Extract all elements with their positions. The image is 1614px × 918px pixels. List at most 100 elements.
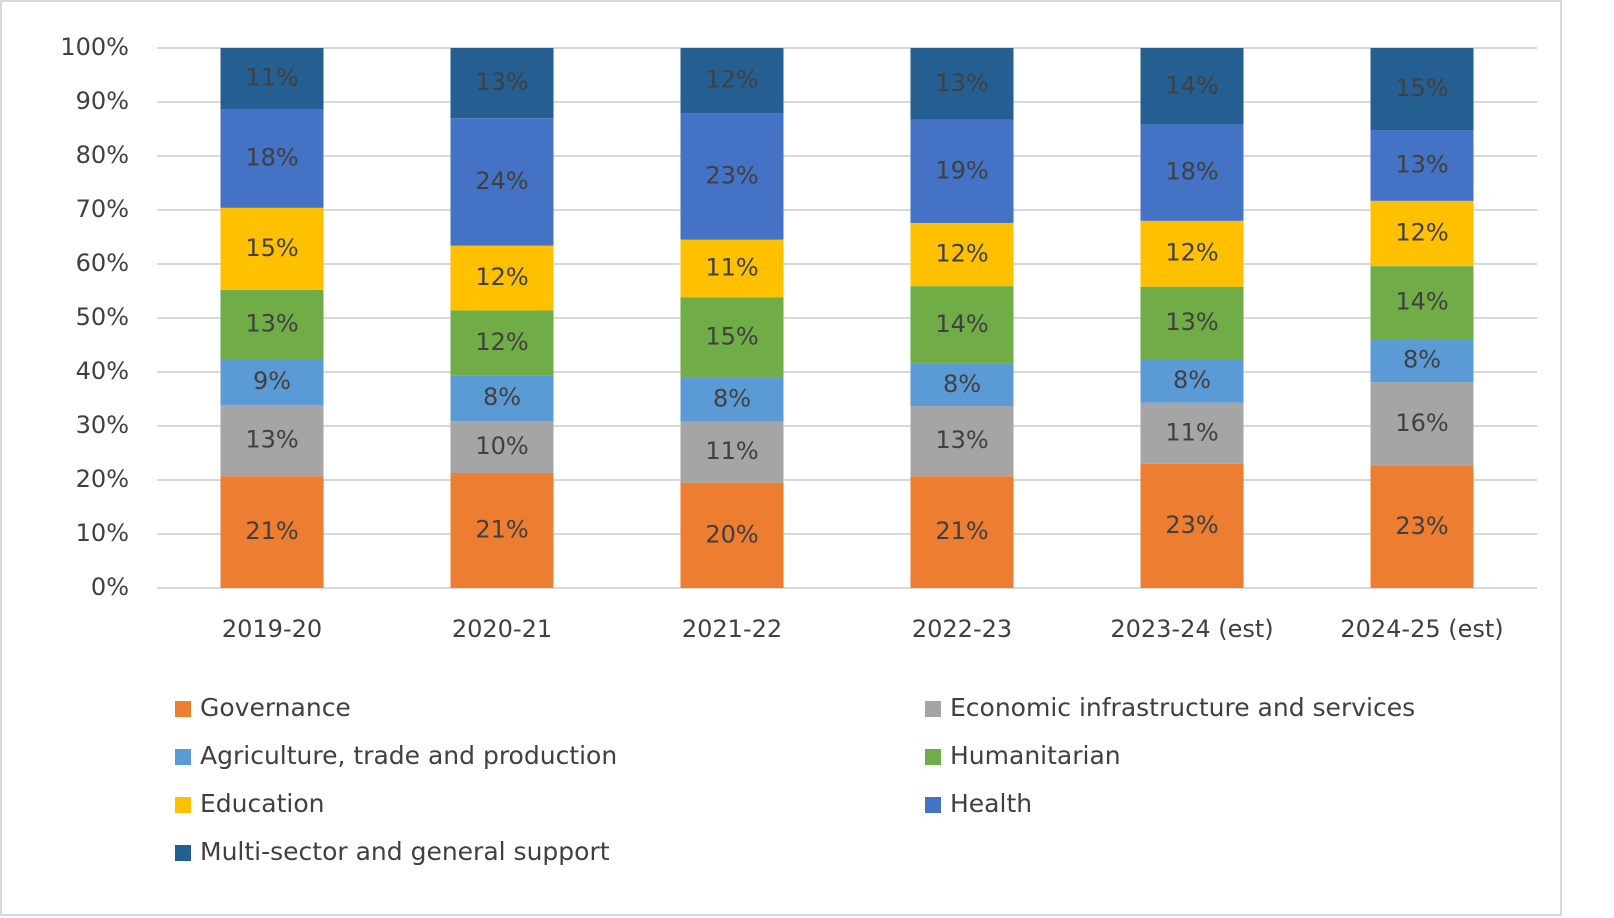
bar-segment — [220, 476, 324, 588]
data-label: 21% — [245, 517, 298, 545]
y-tick-label: 90% — [76, 87, 129, 115]
data-label: 23% — [1165, 511, 1218, 539]
legend-label: Education — [200, 789, 324, 818]
legend-label: Health — [950, 789, 1032, 818]
y-tick-label: 40% — [76, 357, 129, 385]
data-label: 11% — [705, 437, 758, 465]
x-tick-label: 2024-25 (est) — [1340, 615, 1503, 643]
bar-segment — [910, 286, 1014, 364]
data-label: 15% — [705, 322, 758, 350]
legend-swatch — [925, 797, 941, 813]
data-label: 8% — [943, 370, 981, 398]
bar-segment — [680, 297, 784, 378]
bar-segment — [450, 472, 554, 588]
bar-segment — [1370, 382, 1474, 466]
data-label: 21% — [475, 515, 528, 543]
x-tick-label: 2020-21 — [452, 615, 552, 643]
bar-segment — [1140, 402, 1244, 464]
data-label: 15% — [1395, 74, 1448, 102]
bar-segment — [450, 118, 554, 246]
data-label: 11% — [1165, 418, 1218, 446]
data-label: 12% — [705, 66, 758, 94]
data-label: 13% — [935, 426, 988, 454]
x-tick-label: 2023-24 (est) — [1110, 615, 1273, 643]
y-tick-label: 70% — [76, 195, 129, 223]
legend-swatch — [175, 845, 191, 861]
bar-segment — [680, 48, 784, 114]
data-label: 23% — [705, 162, 758, 190]
bar-segment — [450, 421, 554, 473]
data-label: 16% — [1395, 409, 1448, 437]
data-label: 12% — [935, 240, 988, 268]
legend-swatch — [175, 797, 191, 813]
bar-segment — [220, 48, 324, 110]
bar-segment — [910, 48, 1014, 120]
bar-segment — [450, 310, 554, 376]
legend-label: Economic infrastructure and services — [950, 693, 1415, 722]
bar-segment — [1140, 124, 1244, 221]
x-tick-label: 2019-20 — [222, 615, 322, 643]
bar-segment — [1370, 266, 1474, 340]
bar-segment — [450, 245, 554, 311]
x-tick-label: 2021-22 — [682, 615, 782, 643]
legend-swatch — [925, 701, 941, 717]
data-label: 13% — [245, 309, 298, 337]
bar-segment — [910, 363, 1014, 407]
legend-label: Governance — [200, 693, 351, 722]
bar-segment — [450, 375, 554, 422]
bar-segment — [1370, 200, 1474, 267]
data-label: 18% — [245, 143, 298, 171]
y-tick-label: 60% — [76, 249, 129, 277]
bar-segment — [1370, 339, 1474, 383]
data-label: 14% — [1395, 288, 1448, 316]
bar-segment — [680, 377, 784, 422]
legend-label: Humanitarian — [950, 741, 1121, 770]
data-label: 8% — [1403, 346, 1441, 374]
data-label: 14% — [935, 310, 988, 338]
bar-segment — [680, 239, 784, 298]
data-label: 13% — [475, 68, 528, 96]
data-label: 11% — [705, 254, 758, 282]
bar-segment — [680, 113, 784, 240]
data-label: 10% — [475, 432, 528, 460]
legend-swatch — [925, 749, 941, 765]
bar-segment — [220, 207, 324, 290]
data-label: 8% — [713, 385, 751, 413]
bar-segment — [910, 222, 1014, 287]
bar-segment — [1140, 48, 1244, 125]
data-label: 12% — [1395, 218, 1448, 246]
bar-segment — [1140, 463, 1244, 588]
bar-segment — [220, 359, 324, 405]
data-label: 13% — [245, 426, 298, 454]
data-label: 14% — [1165, 71, 1218, 99]
bar-segment — [450, 48, 554, 119]
data-label: 19% — [935, 156, 988, 184]
y-tick-label: 0% — [91, 573, 129, 601]
data-label: 12% — [475, 263, 528, 291]
bar-segment — [1370, 465, 1474, 588]
data-label: 12% — [475, 328, 528, 356]
bar-segment — [680, 482, 784, 588]
data-label: 13% — [1165, 308, 1218, 336]
data-label: 24% — [475, 167, 528, 195]
data-label: 11% — [245, 64, 298, 92]
y-tick-label: 20% — [76, 465, 129, 493]
data-label: 8% — [483, 383, 521, 411]
data-label: 9% — [253, 367, 291, 395]
y-tick-label: 30% — [76, 411, 129, 439]
bar-segment — [1370, 48, 1474, 131]
bar-segment — [680, 421, 784, 483]
bar-segment — [1370, 130, 1474, 201]
y-tick-label: 50% — [76, 303, 129, 331]
bar-segment — [1140, 359, 1244, 403]
bar-segment — [220, 404, 324, 477]
data-label: 15% — [245, 234, 298, 262]
data-label: 21% — [935, 517, 988, 545]
data-label: 8% — [1173, 366, 1211, 394]
bar-segment — [1140, 286, 1244, 360]
y-tick-label: 80% — [76, 141, 129, 169]
bar-segment — [910, 406, 1014, 477]
legend-label: Multi-sector and general support — [200, 837, 610, 866]
bar-segment — [910, 119, 1014, 223]
